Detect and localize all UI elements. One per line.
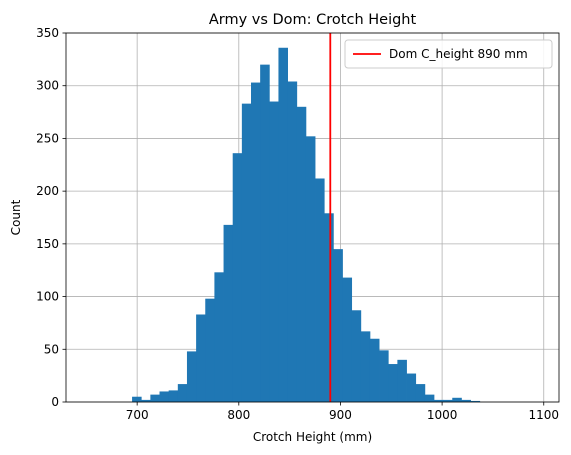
histogram-bar — [388, 364, 398, 402]
histogram-bar — [260, 64, 270, 402]
histogram-bar — [324, 213, 334, 402]
histogram-bar — [360, 331, 371, 402]
histogram-bar — [305, 136, 316, 402]
histogram-bar — [379, 350, 389, 402]
histogram-bar — [287, 81, 298, 403]
histogram-bar — [223, 224, 234, 402]
histogram-bar — [351, 310, 362, 402]
histogram-bar — [406, 373, 417, 402]
legend-box — [344, 39, 553, 69]
histogram-bar — [159, 391, 170, 402]
histogram-bar — [315, 178, 325, 402]
y-tick-label: 50 — [44, 342, 59, 356]
x-tick-label: 900 — [329, 408, 352, 422]
histogram-bar — [214, 272, 224, 402]
histogram-bar — [196, 314, 206, 402]
histogram-bar — [132, 396, 142, 402]
y-tick-label: 250 — [36, 131, 59, 145]
histogram-bar — [443, 399, 453, 402]
y-tick-label: 0 — [51, 395, 59, 409]
histogram-bar — [424, 394, 435, 402]
x-axis-label: Crotch Height (mm) — [253, 430, 372, 444]
y-tick-label: 350 — [36, 26, 59, 40]
histogram-bar — [278, 47, 288, 402]
x-tick-label: 800 — [227, 408, 250, 422]
histogram-bar — [269, 101, 279, 403]
plot-frame — [65, 32, 560, 403]
histogram-bar — [141, 399, 151, 402]
chart-title: Army vs Dom: Crotch Height — [209, 12, 417, 28]
histogram-bar — [433, 399, 444, 402]
histogram-bar — [470, 400, 481, 402]
histogram-bar — [232, 153, 243, 402]
histogram-bar — [205, 298, 215, 402]
histogram-bar — [186, 351, 197, 402]
histogram-bar — [415, 384, 426, 402]
histogram-bar — [168, 390, 179, 402]
histogram-bar — [333, 249, 343, 402]
histogram-bar — [397, 359, 407, 402]
histogram-bars — [132, 47, 481, 403]
y-tick-label: 150 — [36, 237, 59, 251]
histogram-bar — [241, 103, 252, 402]
y-axis-label: Count — [9, 199, 23, 235]
x-tick-label: 700 — [126, 408, 149, 422]
x-tick-label: 1000 — [427, 408, 458, 422]
histogram-bar — [461, 399, 471, 402]
histogram-bar — [251, 82, 261, 403]
histogram-bar — [296, 106, 307, 403]
y-axis-ticks: 0 50 100 150 200 250 300 350 — [36, 26, 66, 409]
x-axis-ticks: 700 800 900 1000 1100 — [126, 402, 559, 422]
legend-label: Dom C_height 890 mm — [389, 47, 528, 61]
legend: Dom C_height 890 mm — [344, 39, 553, 69]
histogram-bar — [369, 338, 380, 402]
histogram-bar — [452, 397, 462, 402]
histogram-bar — [342, 277, 353, 402]
x-tick-label: 1100 — [528, 408, 559, 422]
y-tick-label: 100 — [36, 290, 59, 304]
y-tick-label: 300 — [36, 79, 59, 93]
histogram-bar — [177, 384, 188, 402]
y-tick-label: 200 — [36, 184, 59, 198]
histogram-bar — [150, 394, 160, 402]
